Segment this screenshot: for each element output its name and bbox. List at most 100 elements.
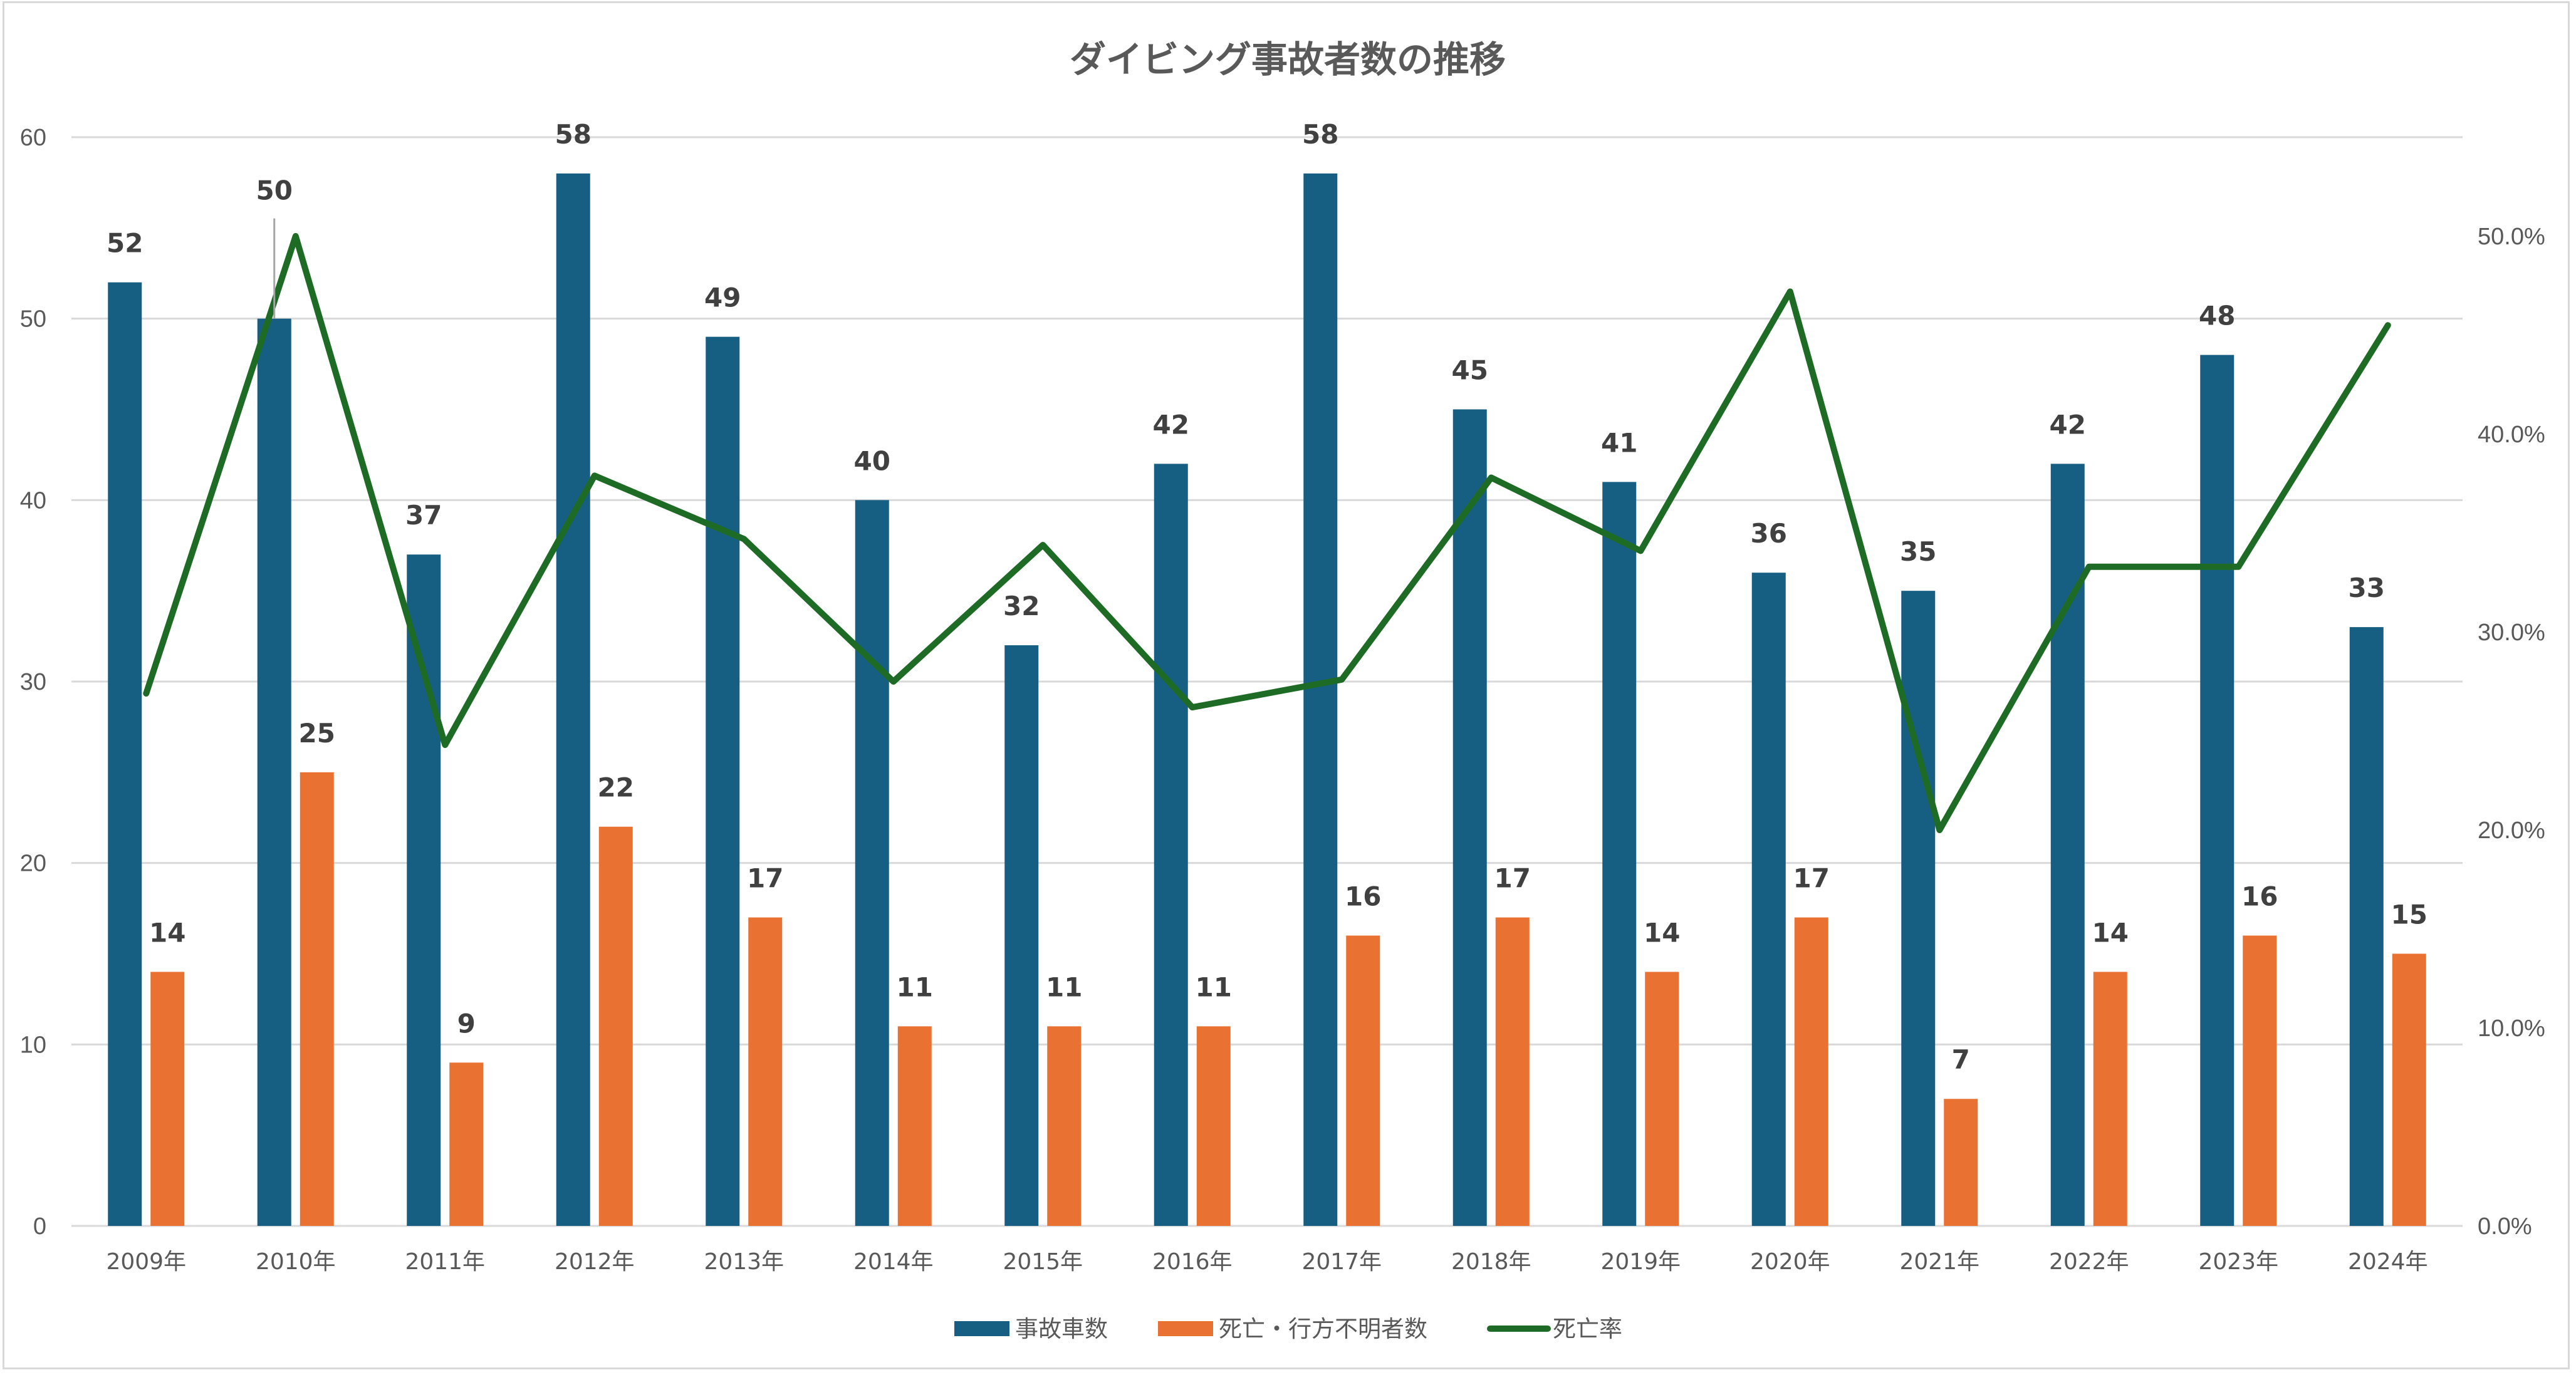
x-tick-label: 2016年 xyxy=(1152,1249,1233,1275)
bar-accidents xyxy=(1452,409,1487,1226)
data-label-deaths: 22 xyxy=(598,772,634,803)
data-label-deaths: 16 xyxy=(2241,881,2278,912)
bar-deaths xyxy=(1645,972,1679,1226)
data-label-deaths: 14 xyxy=(1644,917,1680,948)
legend: 事故車数 死亡・行方不明者数 死亡率 xyxy=(954,1315,1622,1342)
bar-accidents xyxy=(1751,573,1786,1227)
x-tick-label: 2023年 xyxy=(2198,1249,2278,1275)
bars xyxy=(108,173,2426,1227)
left-tick-label: 40 xyxy=(20,487,46,514)
bar-deaths xyxy=(1495,917,1530,1226)
bar-accidents xyxy=(1004,645,1039,1226)
data-label-accidents: 58 xyxy=(555,119,592,150)
x-tick-label: 2012年 xyxy=(555,1249,635,1275)
data-label-accidents: 52 xyxy=(107,228,143,259)
bar-accidents xyxy=(407,554,441,1226)
legend-item-accidents[interactable]: 事故車数 xyxy=(954,1315,1108,1342)
x-tick-label: 2020年 xyxy=(1750,1249,1830,1275)
data-label-deaths: 11 xyxy=(1196,972,1232,1002)
bar-deaths xyxy=(2243,935,2277,1226)
data-label-accidents: 42 xyxy=(2050,409,2086,440)
legend-swatch-deaths xyxy=(1158,1321,1213,1336)
data-label-accidents: 45 xyxy=(1452,355,1488,386)
x-tick-label: 2017年 xyxy=(1301,1249,1382,1275)
bar-deaths xyxy=(300,772,334,1226)
data-label-accidents: 58 xyxy=(1302,119,1338,150)
bar-accidents xyxy=(257,318,291,1227)
right-tick-label: 0.0% xyxy=(2478,1213,2532,1240)
right-axis: 0.0% 10.0% 20.0% 30.0% 40.0% 50.0% xyxy=(2478,224,2545,1240)
data-label-accidents: 50 xyxy=(256,175,293,206)
bar-deaths xyxy=(1944,1099,1978,1226)
bar-accidents xyxy=(2200,355,2234,1226)
bar-deaths xyxy=(2093,972,2127,1226)
chart-title: ダイビング事故者数の推移 xyxy=(1070,38,1506,81)
right-tick-label: 30.0% xyxy=(2478,620,2545,646)
bar-deaths xyxy=(598,826,633,1226)
data-label-accidents: 32 xyxy=(1003,591,1040,621)
data-label-deaths: 15 xyxy=(2391,900,2427,930)
bar-deaths xyxy=(748,917,783,1226)
right-tick-label: 40.0% xyxy=(2478,422,2545,448)
data-label-accidents: 36 xyxy=(1751,518,1787,549)
bar-accidents xyxy=(1901,591,1936,1226)
data-label-deaths: 17 xyxy=(1494,863,1531,894)
left-tick-label: 50 xyxy=(20,306,46,333)
bar-accidents xyxy=(108,282,142,1226)
legend-swatch-accidents xyxy=(954,1321,1009,1336)
data-label-accidents: 37 xyxy=(405,500,442,531)
bar-accidents xyxy=(556,173,590,1226)
data-label-accidents: 33 xyxy=(2349,573,2385,603)
data-label-deaths: 9 xyxy=(457,1008,476,1039)
data-label-accidents: 35 xyxy=(1900,536,1936,567)
bar-accidents xyxy=(1602,482,1637,1226)
x-tick-label: 2011年 xyxy=(405,1249,485,1275)
left-tick-label: 10 xyxy=(20,1032,46,1058)
data-label-accidents: 49 xyxy=(704,283,741,313)
bar-deaths xyxy=(2392,953,2426,1226)
x-tick-label: 2024年 xyxy=(2348,1249,2428,1275)
bar-deaths xyxy=(1196,1026,1231,1226)
data-label-deaths: 11 xyxy=(1046,972,1082,1002)
bar-deaths xyxy=(1047,1026,1082,1226)
data-label-deaths: 16 xyxy=(1345,881,1381,912)
x-tick-label: 2022年 xyxy=(2049,1249,2129,1275)
x-tick-label: 2021年 xyxy=(1899,1249,1979,1275)
data-label-accidents: 42 xyxy=(1153,409,1189,440)
data-label-deaths: 14 xyxy=(2092,917,2129,948)
bar-deaths xyxy=(1346,935,1380,1226)
x-tick-label: 2010年 xyxy=(256,1249,336,1275)
data-label-accidents: 48 xyxy=(2199,301,2235,331)
legend-item-rate[interactable]: 死亡率 xyxy=(1487,1315,1622,1342)
left-axis: 0 10 20 30 40 50 60 xyxy=(20,125,46,1240)
bar-deaths xyxy=(897,1026,932,1226)
x-axis: 2009年 2010年 2011年 2012年 2013年 2014年 2015年 2016年… xyxy=(106,1249,2427,1275)
data-label-deaths: 25 xyxy=(299,718,335,749)
legend-item-deaths[interactable]: 死亡・行方不明者数 xyxy=(1158,1315,1427,1342)
x-tick-label: 2019年 xyxy=(1600,1249,1681,1275)
legend-label-deaths: 死亡・行方不明者数 xyxy=(1219,1315,1427,1342)
rate-line-path xyxy=(143,233,2391,833)
data-label-deaths: 17 xyxy=(747,863,783,894)
bar-accidents xyxy=(1154,464,1188,1226)
data-label-deaths: 14 xyxy=(149,917,185,948)
bar-deaths xyxy=(449,1062,484,1226)
x-tick-label: 2009年 xyxy=(106,1249,186,1275)
right-tick-label: 10.0% xyxy=(2478,1015,2545,1042)
left-tick-label: 20 xyxy=(20,851,46,877)
left-tick-label: 0 xyxy=(33,1213,46,1240)
data-labels: 52 14 50 25 37 9 58 22 49 17 40 11 32 11 42 11 58 16 45 17 4… xyxy=(107,119,2427,1075)
left-tick-label: 60 xyxy=(20,125,46,151)
legend-label-accidents: 事故車数 xyxy=(1015,1315,1108,1342)
x-tick-label: 2013年 xyxy=(704,1249,784,1275)
data-label-deaths: 11 xyxy=(897,972,933,1002)
x-tick-label: 2014年 xyxy=(853,1249,934,1275)
bar-accidents xyxy=(706,336,740,1227)
data-label-deaths: 17 xyxy=(1793,863,1830,894)
x-tick-label: 2018年 xyxy=(1451,1249,1531,1275)
rate-line xyxy=(143,233,2391,833)
x-tick-label: 2015年 xyxy=(1003,1249,1083,1275)
data-label-accidents: 40 xyxy=(854,445,890,476)
bar-accidents xyxy=(2050,464,2085,1226)
data-label-deaths: 7 xyxy=(1952,1044,1970,1075)
